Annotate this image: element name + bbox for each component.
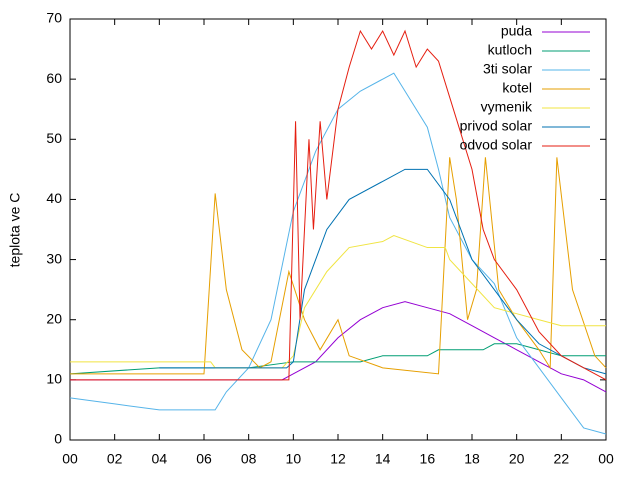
series-line [70, 157, 607, 375]
series-line [69, 343, 606, 375]
legend-label: kotel [502, 80, 532, 96]
y-tick-label: 20 [46, 310, 62, 326]
y-tick-label: 70 [46, 10, 62, 26]
x-tick-label: 06 [196, 451, 212, 467]
series-line [70, 301, 607, 393]
legend-label: privod solar [460, 118, 533, 134]
x-tick-label: 12 [330, 451, 346, 467]
legend-label: vymenik [481, 99, 533, 115]
y-tick-label: 0 [54, 431, 62, 447]
series-line [70, 234, 606, 369]
legend-label: kutloch [488, 42, 532, 58]
series-line [159, 168, 607, 375]
legend-label: odvod solar [460, 137, 533, 153]
y-tick-label: 40 [46, 190, 62, 206]
x-tick-label: 00 [62, 451, 78, 467]
y-tick-label: 10 [46, 371, 62, 387]
legend-label: puda [501, 23, 532, 39]
x-tick-label: 22 [554, 451, 570, 467]
x-tick-label: 18 [464, 451, 480, 467]
x-tick-label: 04 [152, 451, 168, 467]
x-tick-label: 00 [598, 451, 614, 467]
y-tick-label: 60 [46, 70, 62, 86]
x-tick-label: 08 [241, 451, 257, 467]
series-line [70, 29, 607, 381]
y-axis-label: teplota ve C [7, 193, 23, 268]
x-tick-label: 16 [420, 451, 436, 467]
y-tick-label: 50 [46, 130, 62, 146]
x-tick-label: 02 [107, 451, 123, 467]
y-tick-label: 30 [46, 250, 62, 266]
x-tick-label: 10 [286, 451, 302, 467]
x-tick-label: 14 [375, 451, 391, 467]
legend-label: 3ti solar [483, 61, 532, 77]
series-line [69, 72, 607, 435]
x-tick-label: 20 [509, 451, 525, 467]
